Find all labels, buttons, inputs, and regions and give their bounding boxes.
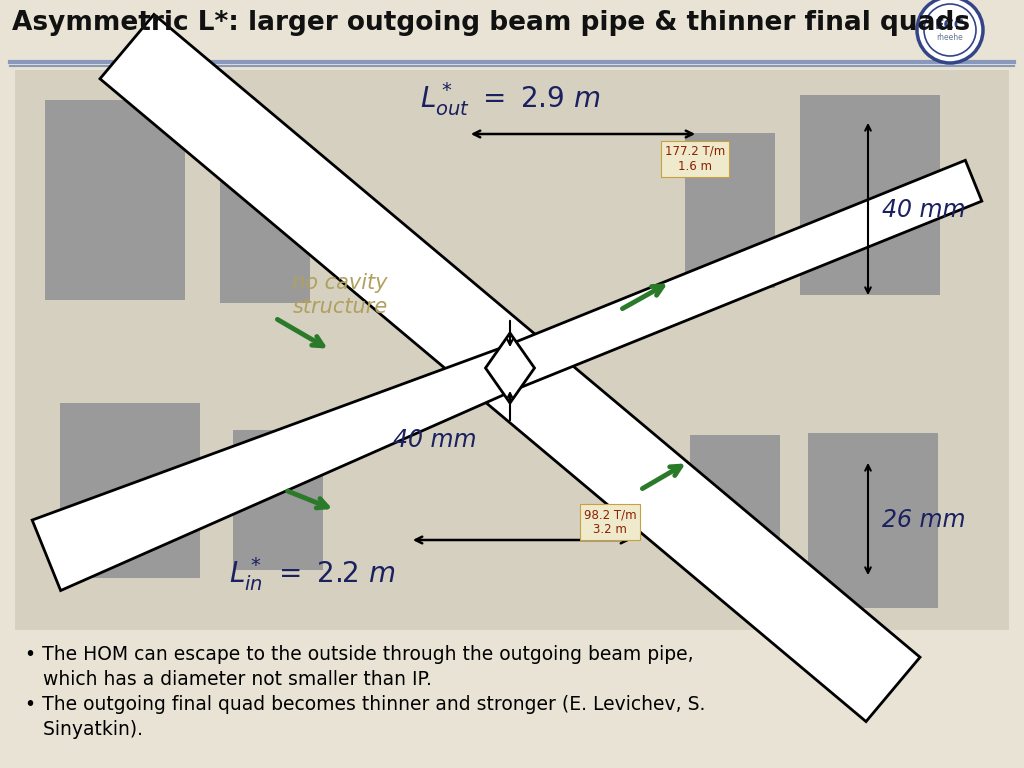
Text: rheehe: rheehe — [937, 34, 964, 42]
Polygon shape — [483, 336, 920, 722]
Text: 177.2 T/m
1.6 m: 177.2 T/m 1.6 m — [665, 145, 725, 173]
Polygon shape — [100, 15, 537, 400]
Polygon shape — [32, 348, 518, 591]
Bar — [685, 133, 775, 287]
Text: no cavity
structure: no cavity structure — [292, 273, 388, 317]
Text: • The outgoing final quad becomes thinner and stronger (E. Levichev, S.
   Sinya: • The outgoing final quad becomes thinne… — [25, 695, 706, 739]
Bar — [233, 430, 323, 570]
Text: $L_{out}^*\ =\ 2.9\ m$: $L_{out}^*\ =\ 2.9\ m$ — [420, 80, 600, 118]
Bar — [220, 147, 310, 303]
Polygon shape — [485, 333, 535, 403]
Text: Asymmetric L*: larger outgoing beam pipe & thinner final quads: Asymmetric L*: larger outgoing beam pipe… — [12, 10, 970, 36]
Text: $L_{in}^*\ =\ 2.2\ m$: $L_{in}^*\ =\ 2.2\ m$ — [228, 555, 395, 593]
Bar — [60, 402, 200, 578]
Polygon shape — [502, 161, 982, 389]
Bar — [808, 432, 938, 607]
Bar — [45, 100, 185, 300]
Text: 26 mm: 26 mm — [882, 508, 966, 532]
Text: FCC: FCC — [935, 18, 965, 32]
Text: • The HOM can escape to the outside through the outgoing beam pipe,
   which has: • The HOM can escape to the outside thro… — [25, 645, 693, 689]
Bar — [15, 70, 1009, 630]
Text: 40 mm: 40 mm — [882, 198, 966, 222]
Bar — [690, 435, 780, 575]
Text: 40 mm: 40 mm — [393, 428, 477, 452]
Circle shape — [918, 0, 983, 63]
Text: 98.2 T/m
3.2 m: 98.2 T/m 3.2 m — [584, 508, 636, 536]
Bar — [800, 95, 940, 295]
